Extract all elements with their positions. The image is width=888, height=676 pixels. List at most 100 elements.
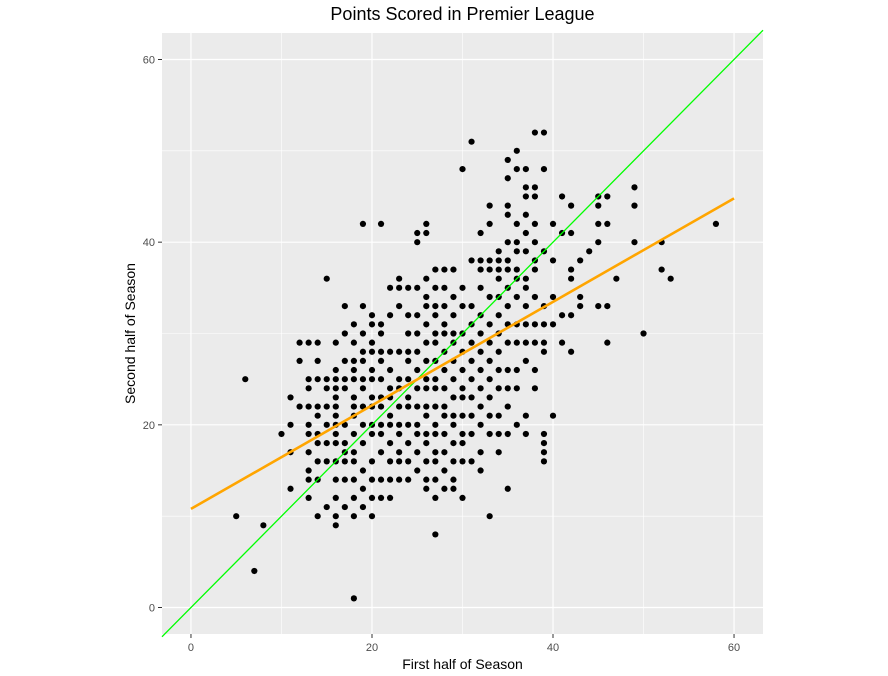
- scatter-point: [495, 266, 502, 273]
- scatter-point: [531, 239, 539, 246]
- scatter-point: [540, 339, 548, 346]
- scatter-point: [350, 513, 357, 520]
- scatter-point: [531, 293, 539, 301]
- scatter-point: [477, 366, 484, 374]
- scatter-point: [332, 440, 339, 447]
- scatter-point: [522, 193, 529, 200]
- scatter-point: [486, 202, 493, 209]
- scatter-point: [405, 357, 412, 365]
- scatter-point: [468, 339, 475, 346]
- scatter-point: [350, 449, 357, 456]
- scatter-point: [341, 330, 348, 337]
- scatter-point: [405, 421, 412, 428]
- scatter-point: [631, 239, 638, 246]
- scatter-point: [549, 412, 557, 419]
- scatter-point: [368, 366, 376, 374]
- scatter-point: [332, 476, 339, 483]
- scatter-point: [504, 202, 511, 209]
- scatter-point: [468, 257, 475, 264]
- scatter-point: [386, 440, 394, 447]
- scatter-point: [377, 403, 385, 410]
- scatter-point: [368, 494, 376, 502]
- scatter-point: [414, 312, 421, 319]
- scatter-point: [477, 266, 484, 273]
- scatter-point: [513, 165, 520, 173]
- scatter-point: [486, 293, 493, 301]
- scatter-point: [332, 513, 339, 520]
- scatter-point: [531, 321, 539, 328]
- scatter-point: [287, 421, 294, 428]
- scatter-point: [486, 376, 493, 383]
- scatter-point: [459, 458, 466, 465]
- scatter-point: [414, 467, 421, 474]
- scatter-point: [459, 165, 466, 173]
- scatter-point: [341, 503, 348, 511]
- scatter-point: [287, 394, 294, 401]
- scatter-point: [667, 275, 674, 282]
- scatter-point: [513, 339, 520, 346]
- scatter-point: [432, 385, 439, 392]
- scatter-point: [450, 440, 457, 447]
- scatter-point: [341, 440, 348, 447]
- reference-lines: [161, 29, 764, 638]
- scatter-point: [577, 257, 584, 264]
- scatter-point: [522, 302, 529, 310]
- scatter-point: [531, 366, 539, 374]
- scatter-point: [477, 467, 484, 474]
- scatter-point: [251, 567, 258, 575]
- scatter-point: [504, 156, 511, 164]
- scatter-point: [540, 348, 548, 355]
- scatter-point: [377, 476, 385, 483]
- scatter-point: [386, 421, 394, 428]
- scatter-point: [350, 595, 357, 602]
- scatter-point: [305, 339, 312, 346]
- scatter-point: [531, 220, 539, 227]
- scatter-point: [396, 275, 403, 282]
- scatter-point: [423, 385, 430, 392]
- scatter-point: [504, 175, 511, 182]
- scatter-point: [558, 312, 566, 319]
- scatter-point: [522, 248, 529, 255]
- scatter-point: [459, 412, 466, 419]
- scatter-point: [423, 293, 430, 301]
- scatter-point: [441, 284, 448, 291]
- scatter-point: [332, 385, 339, 392]
- scatter-point: [414, 348, 421, 355]
- scatter-point: [504, 366, 511, 374]
- scatter-point: [414, 430, 421, 438]
- scatter-point: [432, 449, 439, 456]
- scatter-point: [423, 403, 430, 410]
- scatter-point: [504, 266, 511, 273]
- scatter-point: [441, 485, 448, 492]
- scatter-point: [432, 476, 439, 483]
- scatter-point: [332, 394, 339, 401]
- scatter-point: [640, 330, 647, 337]
- scatter-point: [513, 220, 520, 227]
- scatter-point: [332, 376, 339, 383]
- scatter-point: [296, 357, 303, 365]
- scatter-point: [522, 412, 529, 419]
- scatter-point: [332, 494, 339, 502]
- scatter-point: [495, 312, 502, 319]
- scatter-point: [568, 275, 575, 282]
- scatter-point: [377, 357, 385, 365]
- scatter-point: [350, 476, 357, 483]
- scatter-point: [350, 376, 357, 383]
- scatter-point: [423, 229, 430, 237]
- scatter-point: [323, 503, 330, 511]
- scatter-point: [233, 513, 240, 520]
- scatter-point: [341, 357, 348, 365]
- scatter-point: [486, 513, 493, 520]
- scatter-point: [359, 403, 367, 410]
- scatter-point: [504, 211, 511, 218]
- scatter-point: [441, 302, 448, 310]
- scatter-point: [577, 302, 584, 310]
- scatter-point: [341, 302, 348, 310]
- scatter-point: [242, 376, 249, 383]
- y-tick-label: 0: [149, 603, 155, 615]
- scatter-point: [368, 376, 376, 383]
- scatter-point: [450, 458, 457, 465]
- scatter-point: [450, 266, 457, 273]
- scatter-point: [368, 458, 376, 465]
- scatter-point: [558, 339, 566, 346]
